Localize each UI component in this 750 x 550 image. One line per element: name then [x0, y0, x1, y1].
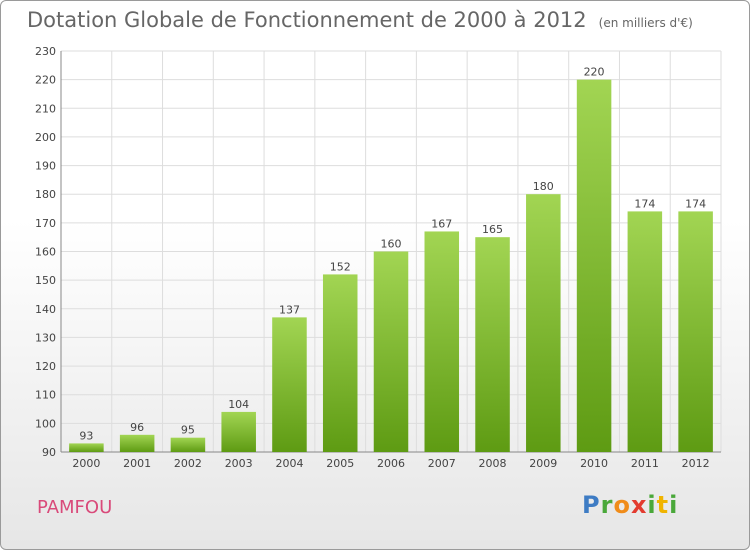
x-tick-label: 2012: [682, 457, 710, 470]
bar: [69, 443, 104, 452]
y-tick-label: 150: [35, 274, 56, 287]
bar: [576, 79, 612, 453]
y-tick-label: 140: [35, 303, 56, 316]
y-tick-label: 100: [35, 417, 56, 430]
bar: [119, 434, 155, 452]
y-tick-label: 220: [35, 74, 56, 87]
bar: [322, 274, 358, 452]
data-label: 96: [130, 421, 144, 434]
bar: [221, 411, 256, 452]
data-label: 152: [330, 260, 351, 273]
data-label: 180: [533, 180, 554, 193]
y-tick-label: 200: [35, 131, 56, 144]
chart-title-text: Dotation Globale de Fonctionnement de 20…: [27, 8, 587, 32]
x-tick-label: 2008: [479, 457, 507, 470]
data-label: 165: [482, 223, 503, 236]
chart-title: Dotation Globale de Fonctionnement de 20…: [27, 8, 693, 32]
data-label: 137: [279, 303, 300, 316]
x-tick-label: 2011: [631, 457, 659, 470]
data-label: 93: [79, 429, 93, 442]
chart-unit-note: (en milliers d'€): [598, 16, 693, 30]
data-label: 104: [228, 398, 249, 411]
bar: [373, 251, 409, 452]
x-tick-label: 2004: [275, 457, 303, 470]
x-tick-label: 2005: [326, 457, 354, 470]
x-tick-label: 2003: [225, 457, 253, 470]
proxiti-logo: Proxiti: [582, 491, 679, 519]
data-label: 174: [685, 197, 706, 210]
y-tick-label: 190: [35, 160, 56, 173]
bar: [170, 437, 206, 452]
bar: [627, 211, 663, 452]
x-tick-label: 2001: [123, 457, 151, 470]
bar: [678, 211, 713, 452]
bar: [424, 231, 460, 452]
data-label: 174: [634, 197, 655, 210]
y-tick-label: 230: [35, 45, 56, 58]
y-tick-label: 180: [35, 188, 56, 201]
y-tick-label: 120: [35, 360, 56, 373]
bar: [475, 237, 510, 452]
x-tick-label: 2007: [428, 457, 456, 470]
bar: [526, 194, 561, 452]
y-tick-label: 210: [35, 102, 56, 115]
data-label: 220: [584, 66, 605, 79]
x-tick-label: 2010: [580, 457, 608, 470]
bar: [272, 317, 307, 452]
bars: [69, 79, 713, 453]
commune-name: PAMFOU: [37, 497, 113, 518]
data-label: 160: [381, 238, 402, 251]
y-tick-label: 110: [35, 389, 56, 402]
y-tick-label: 170: [35, 217, 56, 230]
data-labels: 93 96 95 104 137 152 160 167 165 180 220 174 174: [79, 66, 706, 443]
data-label: 95: [181, 424, 195, 437]
x-tick-label: 2009: [529, 457, 557, 470]
x-tick-label: 2000: [72, 457, 100, 470]
x-tick-label: 2002: [174, 457, 202, 470]
y-tick-label: 160: [35, 246, 56, 259]
y-tick-label: 130: [35, 331, 56, 344]
x-tick-label: 2006: [377, 457, 405, 470]
data-label: 167: [431, 217, 452, 230]
y-tick-label: 90: [42, 446, 56, 459]
